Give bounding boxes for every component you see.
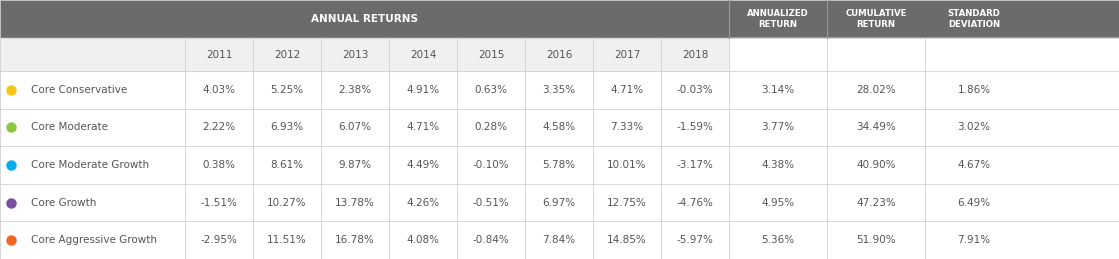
Text: -2.95%: -2.95% [200,235,237,245]
Text: 0.28%: 0.28% [474,123,508,132]
Text: 2015: 2015 [478,49,505,60]
Text: 4.71%: 4.71% [406,123,440,132]
Text: 1.86%: 1.86% [958,85,990,95]
Text: -1.51%: -1.51% [200,198,237,208]
Text: 34.49%: 34.49% [856,123,896,132]
Text: 5.25%: 5.25% [271,85,303,95]
Text: 4.91%: 4.91% [406,85,440,95]
Text: 7.84%: 7.84% [543,235,575,245]
Bar [0,109,1119,146]
Text: 3.77%: 3.77% [761,123,794,132]
Bar [0,184,1119,221]
Text: 2018: 2018 [681,49,708,60]
Text: 4.08%: 4.08% [406,235,440,245]
Text: 4.67%: 4.67% [958,160,990,170]
Text: CUMULATIVE
RETURN: CUMULATIVE RETURN [845,9,906,29]
Text: 2.22%: 2.22% [203,123,236,132]
Text: ANNUALIZED
RETURN: ANNUALIZED RETURN [747,9,809,29]
Text: Core Moderate: Core Moderate [31,123,109,132]
Text: -0.84%: -0.84% [472,235,509,245]
Text: 4.58%: 4.58% [543,123,575,132]
Text: 28.02%: 28.02% [856,85,896,95]
Text: 2016: 2016 [546,49,572,60]
Text: 4.95%: 4.95% [761,198,794,208]
Text: -1.59%: -1.59% [677,123,714,132]
Bar [728,38,1119,71]
Text: 10.27%: 10.27% [267,198,307,208]
Text: 2011: 2011 [206,49,232,60]
Text: ANNUAL RETURNS: ANNUAL RETURNS [311,14,419,24]
Text: Core Conservative: Core Conservative [31,85,128,95]
Text: Core Moderate Growth: Core Moderate Growth [31,160,150,170]
Text: 3.35%: 3.35% [543,85,575,95]
Text: 7.91%: 7.91% [958,235,990,245]
Text: 9.87%: 9.87% [338,160,372,170]
Text: 6.49%: 6.49% [958,198,990,208]
Text: Core Growth: Core Growth [31,198,96,208]
Text: 47.23%: 47.23% [856,198,896,208]
Text: 2013: 2013 [341,49,368,60]
Text: 12.75%: 12.75% [608,198,647,208]
Text: 4.38%: 4.38% [761,160,794,170]
Text: -3.17%: -3.17% [677,160,714,170]
Text: STANDARD
DEVIATION: STANDARD DEVIATION [948,9,1000,29]
Text: 40.90%: 40.90% [856,160,895,170]
Text: 51.90%: 51.90% [856,235,896,245]
Text: 13.78%: 13.78% [335,198,375,208]
Text: 6.97%: 6.97% [543,198,575,208]
Bar [0,38,1119,71]
Text: 6.07%: 6.07% [339,123,372,132]
Text: 2012: 2012 [274,49,300,60]
Text: -0.51%: -0.51% [472,198,509,208]
Text: 5.78%: 5.78% [543,160,575,170]
Text: -5.97%: -5.97% [677,235,714,245]
Text: -0.03%: -0.03% [677,85,713,95]
Bar [0,71,1119,109]
Bar [0,0,1119,38]
Text: 0.63%: 0.63% [474,85,508,95]
Text: 3.14%: 3.14% [761,85,794,95]
Text: 10.01%: 10.01% [608,160,647,170]
Text: 4.26%: 4.26% [406,198,440,208]
Text: 3.02%: 3.02% [958,123,990,132]
Text: 4.49%: 4.49% [406,160,440,170]
Text: 0.38%: 0.38% [203,160,235,170]
Text: 5.36%: 5.36% [761,235,794,245]
Text: 2014: 2014 [410,49,436,60]
Text: -0.10%: -0.10% [472,160,509,170]
Text: Core Aggressive Growth: Core Aggressive Growth [31,235,158,245]
Text: 11.51%: 11.51% [267,235,307,245]
Text: 14.85%: 14.85% [608,235,647,245]
Text: 2017: 2017 [614,49,640,60]
Text: 4.03%: 4.03% [203,85,235,95]
Bar [0,146,1119,184]
Text: 4.71%: 4.71% [611,85,643,95]
Text: 16.78%: 16.78% [335,235,375,245]
Text: 8.61%: 8.61% [271,160,303,170]
Text: 6.93%: 6.93% [271,123,303,132]
Text: 2.38%: 2.38% [338,85,372,95]
Text: 7.33%: 7.33% [611,123,643,132]
Text: -4.76%: -4.76% [677,198,714,208]
Bar [0,221,1119,259]
